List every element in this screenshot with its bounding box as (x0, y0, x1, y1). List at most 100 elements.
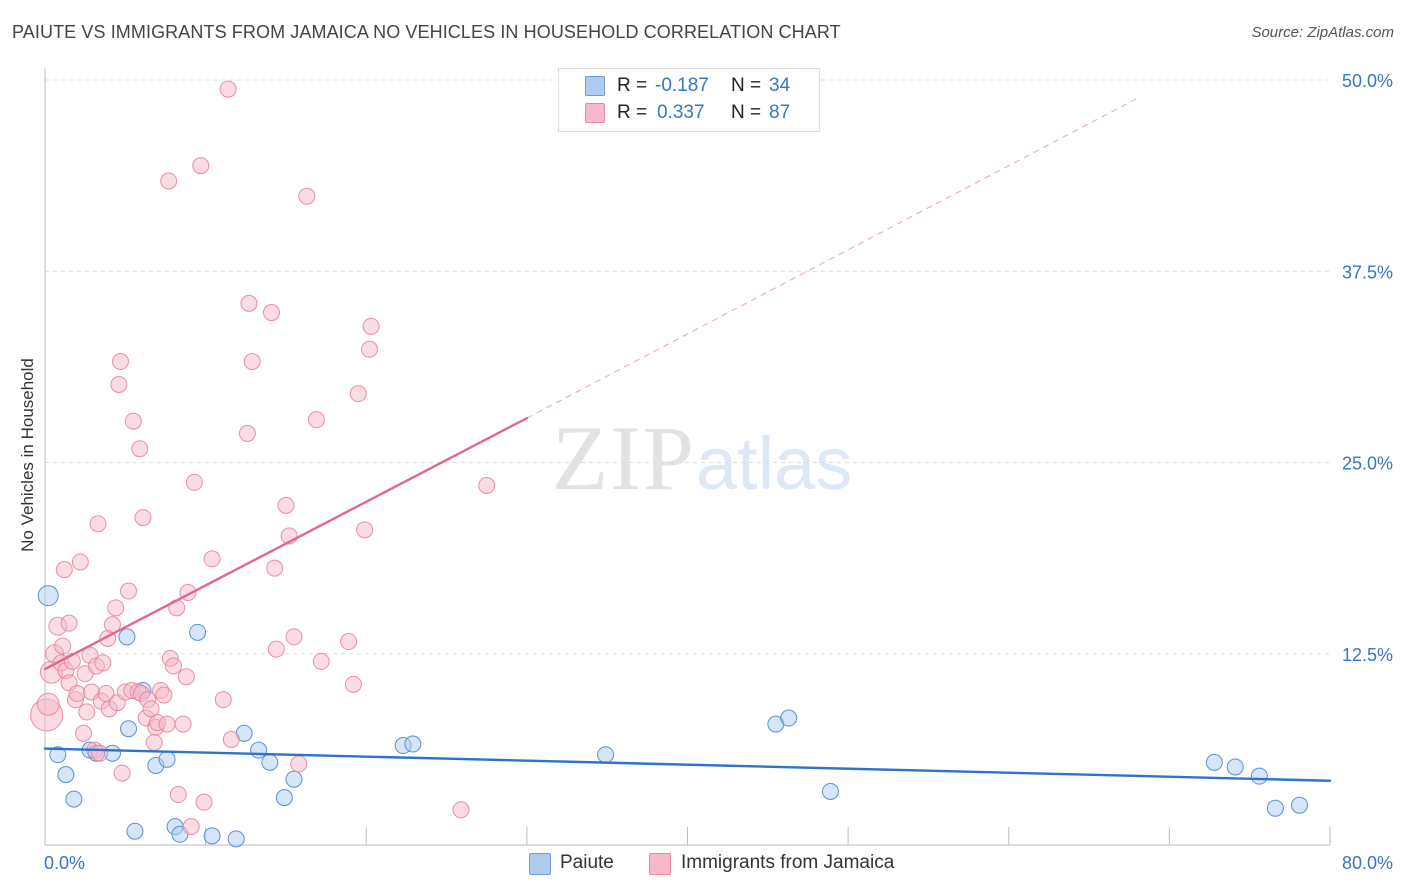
point-jamaica (360, 340, 378, 358)
point-jamaica (36, 692, 60, 716)
point-jamaica (356, 521, 374, 539)
point-paiute (250, 741, 268, 759)
point-jamaica (60, 614, 78, 632)
point-paiute (65, 790, 83, 808)
point-jamaica (277, 496, 295, 514)
n-value: 34 (769, 75, 791, 96)
point-jamaica (312, 652, 330, 670)
point-paiute (404, 735, 422, 753)
legend-label-jamaica: Immigrants from Jamaica (681, 852, 895, 873)
point-jamaica (452, 801, 470, 819)
r-label: R = (617, 102, 648, 123)
point-paiute (285, 770, 303, 788)
point-jamaica (110, 375, 128, 393)
point-jamaica (362, 317, 380, 335)
point-paiute (203, 827, 221, 845)
point-jamaica (238, 424, 256, 442)
point-jamaica (340, 633, 358, 651)
point-paiute (1250, 767, 1268, 785)
point-jamaica (219, 80, 237, 98)
point-jamaica (89, 515, 107, 533)
point-jamaica (91, 744, 109, 762)
x-axis-tick-labels: 0.0% 80.0% (44, 853, 1393, 873)
point-jamaica (160, 172, 178, 190)
point-jamaica (478, 476, 496, 494)
x-tick-label-max: 80.0% (1342, 853, 1393, 873)
point-jamaica (145, 733, 163, 751)
point-jamaica (182, 818, 200, 836)
point-jamaica (349, 385, 367, 403)
point-jamaica (75, 724, 93, 742)
trend-extension-jamaica (526, 97, 1138, 419)
jamaica-swatch (585, 103, 605, 123)
legend-swatch-paiute (529, 853, 551, 875)
point-jamaica (177, 668, 195, 686)
x-axis-ticks (44, 827, 1331, 845)
point-jamaica (214, 691, 232, 709)
point-jamaica (267, 640, 285, 658)
point-jamaica (55, 561, 73, 579)
point-jamaica (111, 353, 129, 371)
point-jamaica (290, 755, 308, 773)
point-paiute (158, 750, 176, 768)
point-jamaica (344, 675, 362, 693)
y-tick-label: 12.5% (1342, 645, 1393, 665)
point-jamaica (131, 440, 149, 458)
y-axis-tick-labels: 12.5% 25.0% 37.5% 50.0% (1342, 71, 1393, 665)
point-paiute (126, 822, 144, 840)
n-label: N = (731, 102, 762, 123)
point-paiute (1290, 796, 1308, 814)
n-value: 87 (769, 102, 791, 123)
point-jamaica (203, 550, 221, 568)
point-paiute (1226, 758, 1244, 776)
point-jamaica (158, 715, 176, 733)
y-tick-label: 37.5% (1342, 262, 1393, 282)
legend-label-paiute: Paiute (560, 852, 614, 873)
point-paiute (780, 709, 798, 727)
point-jamaica (266, 559, 284, 577)
point-jamaica (155, 686, 173, 704)
point-jamaica (240, 294, 258, 312)
point-jamaica (165, 657, 182, 675)
point-jamaica (124, 412, 142, 430)
point-jamaica (307, 411, 325, 429)
point-jamaica (54, 637, 72, 655)
point-paiute (1205, 753, 1223, 771)
trend-line-paiute (43, 747, 1332, 782)
trend-lines (43, 97, 1332, 782)
point-jamaica (185, 473, 203, 491)
data-points (30, 80, 1308, 848)
n-label: N = (731, 75, 762, 96)
point-paiute (57, 766, 75, 784)
point-jamaica (243, 353, 261, 371)
point-paiute (37, 585, 59, 607)
point-jamaica (285, 628, 303, 646)
point-paiute (189, 623, 207, 641)
point-jamaica (174, 715, 192, 733)
chart-legend: Paiute Immigrants from Jamaica (0, 850, 1406, 878)
paiute-swatch (585, 76, 605, 96)
point-paiute (821, 782, 839, 800)
point-paiute (1266, 799, 1284, 817)
trend-line-jamaica (43, 416, 529, 671)
r-value: 0.337 (657, 102, 705, 123)
correlation-stats-box: R = -0.187 N = 34 R = 0.337 N = 87 (558, 68, 820, 132)
point-paiute (227, 830, 245, 848)
point-jamaica (222, 730, 240, 748)
point-jamaica (68, 685, 86, 703)
point-jamaica (78, 703, 96, 721)
y-tick-label: 25.0% (1342, 454, 1393, 474)
point-paiute (275, 789, 293, 807)
y-axis-label: No Vehicles in Household (18, 358, 37, 552)
r-label: R = (617, 75, 648, 96)
point-paiute (120, 720, 138, 738)
point-paiute (49, 746, 67, 764)
point-jamaica (169, 786, 187, 804)
point-jamaica (120, 582, 138, 600)
x-tick-label-min: 0.0% (44, 853, 85, 873)
r-value: -0.187 (655, 75, 709, 96)
point-jamaica (195, 793, 213, 811)
point-jamaica (113, 764, 131, 782)
legend-swatch-jamaica (649, 853, 671, 875)
